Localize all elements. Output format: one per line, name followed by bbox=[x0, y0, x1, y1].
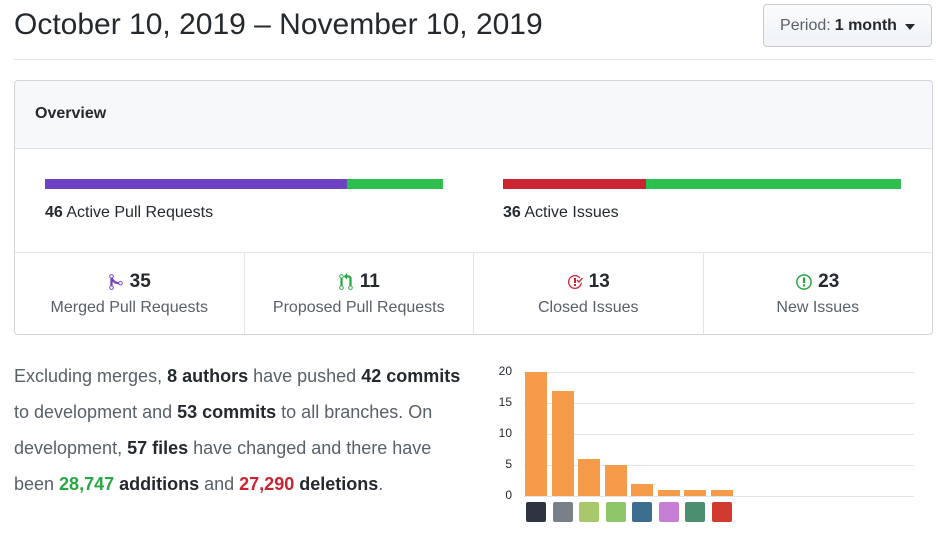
closed-issues-value: 13 bbox=[588, 271, 610, 292]
y-tick-label: 20 bbox=[498, 364, 512, 378]
author-commit-bar[interactable] bbox=[631, 483, 653, 496]
active-pull-requests-label: Active Pull Requests bbox=[66, 204, 214, 221]
merged-pull-requests-value: 35 bbox=[129, 271, 151, 292]
summary-text: have changed and there have been bbox=[14, 438, 432, 494]
issues-progress-bar bbox=[503, 179, 901, 189]
author-commit-bar[interactable] bbox=[657, 489, 680, 496]
new-issues-label: New Issues bbox=[776, 299, 860, 316]
avatar-arc-icon[interactable] bbox=[605, 502, 626, 522]
author-commit-bar[interactable] bbox=[604, 465, 627, 496]
overview-title: Overview bbox=[15, 81, 932, 149]
additions-label: additions bbox=[114, 474, 200, 494]
chart-gridline bbox=[524, 403, 914, 404]
avatar-pattern-icon[interactable] bbox=[632, 502, 652, 522]
avatar-robot-icon[interactable] bbox=[685, 502, 705, 522]
y-tick-label: 15 bbox=[498, 395, 512, 409]
stats-row: 35 Merged Pull Requests 11 Proposed Pull… bbox=[15, 253, 933, 334]
stat-proposed-pull-requests[interactable]: 11 Proposed Pull Requests bbox=[245, 253, 474, 334]
summary-text: to development and bbox=[14, 402, 178, 422]
new-issues-value: 23 bbox=[818, 271, 840, 292]
stat-new-issues[interactable]: 23 New Issues bbox=[704, 253, 933, 334]
period-dropdown-button[interactable]: Period: 1 month bbox=[763, 4, 932, 47]
additions-count: 28,747 bbox=[59, 474, 115, 494]
deletions-count: 27,290 bbox=[239, 474, 295, 494]
avatar-pixel-icon[interactable] bbox=[579, 502, 599, 522]
issue-opened-icon bbox=[796, 274, 813, 290]
caret-down-icon bbox=[904, 23, 915, 30]
new-segment bbox=[646, 179, 901, 189]
date-range-title: October 10, 2019 – November 10, 2019 bbox=[14, 8, 543, 41]
avatar-texture-icon[interactable] bbox=[552, 502, 573, 522]
merged-segment bbox=[45, 179, 348, 189]
chart-gridline bbox=[524, 496, 914, 497]
author-commit-bar[interactable] bbox=[578, 458, 600, 496]
avatar-identicon-icon[interactable] bbox=[658, 502, 679, 522]
author-commit-bar[interactable] bbox=[710, 489, 733, 496]
chart-gridline bbox=[524, 434, 914, 435]
y-tick-label: 10 bbox=[498, 426, 512, 440]
chart-gridline bbox=[524, 372, 914, 373]
active-issues-count: 36 bbox=[503, 204, 521, 221]
proposed-pull-requests-value: 11 bbox=[359, 271, 380, 292]
summary-text: Excluding merges, bbox=[14, 366, 168, 386]
files-changed-count: 57 files bbox=[127, 438, 189, 458]
active-issues-label: Active Issues bbox=[524, 204, 619, 221]
pull-requests-progress-bar bbox=[45, 179, 443, 189]
author-commit-bar[interactable] bbox=[684, 489, 706, 496]
stat-merged-pull-requests[interactable]: 35 Merged Pull Requests bbox=[15, 253, 245, 334]
deletions-label: deletions bbox=[299, 474, 379, 494]
summary-text: have pushed bbox=[248, 366, 362, 386]
chart-gridline bbox=[524, 465, 914, 466]
issue-closed-icon bbox=[567, 274, 583, 289]
active-pull-requests-count: 46 bbox=[45, 204, 63, 221]
activity-bars: 46 Active Pull Requests 36 Active Issues bbox=[15, 149, 932, 253]
avatar-phone-icon[interactable] bbox=[711, 502, 732, 522]
avatar-person-icon[interactable] bbox=[526, 502, 546, 522]
overview-box: Overview 46 Active Pull Requests 36 Acti… bbox=[14, 80, 933, 335]
commits-all-branches-count: 53 commits bbox=[177, 402, 277, 422]
git-merge-icon bbox=[108, 274, 123, 290]
author-commit-bar[interactable] bbox=[525, 372, 547, 496]
period-label: Period: bbox=[780, 16, 831, 34]
open-segment bbox=[347, 179, 443, 189]
page-header: October 10, 2019 – November 10, 2019 Per… bbox=[14, 0, 934, 60]
commits-development-count: 42 commits bbox=[361, 366, 461, 386]
author-commit-bar[interactable] bbox=[551, 390, 574, 496]
git-pull-request-icon bbox=[338, 273, 353, 290]
y-tick-label: 5 bbox=[505, 457, 512, 471]
active-pull-requests-text: 46 Active Pull Requests bbox=[45, 204, 443, 222]
period-value: 1 month bbox=[834, 16, 897, 34]
authors-count[interactable]: 8 authors bbox=[167, 366, 249, 386]
summary-text: and bbox=[199, 474, 240, 494]
summary-text: . bbox=[378, 474, 384, 494]
y-tick-label: 0 bbox=[505, 488, 512, 502]
issues-summary[interactable]: 36 Active Issues bbox=[503, 179, 901, 222]
active-issues-text: 36 Active Issues bbox=[503, 204, 901, 222]
closed-segment bbox=[503, 179, 647, 189]
closed-issues-label: Closed Issues bbox=[538, 299, 639, 316]
summary-text: to all branches. On development, bbox=[14, 402, 433, 458]
commit-summary-paragraph: Excluding merges, 8 authors have pushed … bbox=[14, 358, 464, 502]
proposed-pull-requests-label: Proposed Pull Requests bbox=[272, 299, 445, 316]
merged-pull-requests-label: Merged Pull Requests bbox=[50, 299, 208, 316]
stat-closed-issues[interactable]: 13 Closed Issues bbox=[474, 253, 704, 334]
pull-requests-summary[interactable]: 46 Active Pull Requests bbox=[45, 179, 443, 222]
commits-by-author-chart: 20 15 10 5 0 bbox=[490, 360, 930, 540]
